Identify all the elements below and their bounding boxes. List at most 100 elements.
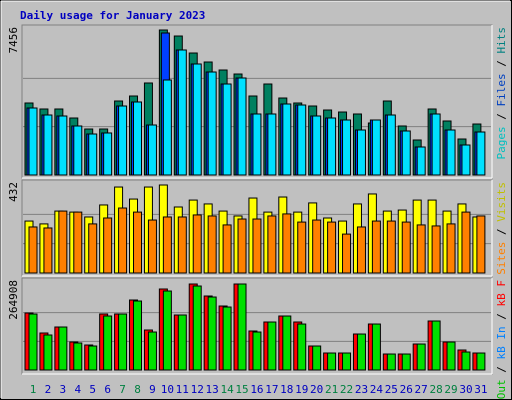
bar bbox=[28, 226, 38, 274]
bar bbox=[356, 333, 366, 371]
bar bbox=[133, 211, 143, 274]
x-tick-label: 14 bbox=[220, 383, 234, 396]
bar bbox=[371, 323, 381, 371]
legend-entry: Files bbox=[495, 73, 508, 106]
bar bbox=[252, 331, 262, 371]
bar bbox=[237, 283, 247, 371]
x-tick-label: 6 bbox=[104, 383, 111, 396]
bar bbox=[237, 218, 247, 274]
legend-entry: Sites bbox=[495, 242, 508, 275]
bar bbox=[88, 133, 98, 176]
legend-entry: Visits bbox=[495, 182, 508, 222]
x-tick-label: 26 bbox=[400, 383, 413, 396]
bar bbox=[327, 221, 337, 274]
bar bbox=[88, 223, 98, 274]
bar bbox=[461, 211, 471, 274]
bar bbox=[207, 215, 217, 274]
bar bbox=[342, 119, 352, 176]
bar bbox=[73, 342, 83, 371]
bar bbox=[58, 115, 68, 176]
bar bbox=[476, 352, 486, 371]
bar bbox=[371, 119, 381, 176]
bar bbox=[133, 101, 143, 176]
legend-entry: Hits bbox=[495, 27, 508, 54]
bar bbox=[342, 352, 352, 371]
bar bbox=[58, 210, 68, 274]
bar bbox=[103, 132, 113, 176]
bar bbox=[162, 79, 172, 176]
bar bbox=[147, 331, 157, 371]
bar bbox=[88, 345, 98, 371]
bar bbox=[222, 83, 232, 176]
x-tick-label: 11 bbox=[176, 383, 189, 396]
bar bbox=[461, 351, 471, 371]
x-tick-label: 3 bbox=[60, 383, 67, 396]
bar bbox=[401, 130, 411, 176]
bar bbox=[192, 63, 202, 176]
bar bbox=[192, 214, 202, 274]
bar bbox=[28, 107, 38, 176]
legend-entry: kB F bbox=[495, 280, 508, 307]
x-tick-label: 30 bbox=[459, 383, 472, 396]
bar bbox=[162, 216, 172, 274]
bar bbox=[327, 352, 337, 371]
chart-title: Daily usage for January 2023 bbox=[20, 9, 205, 22]
bar bbox=[58, 326, 68, 371]
bar bbox=[416, 146, 426, 176]
bar bbox=[252, 113, 262, 176]
bar bbox=[43, 114, 53, 176]
legend-sep: / bbox=[495, 307, 508, 327]
bar bbox=[133, 300, 143, 371]
x-tick-label: 29 bbox=[444, 383, 457, 396]
bar bbox=[282, 213, 292, 274]
bar bbox=[401, 221, 411, 274]
x-tick-label: 23 bbox=[355, 383, 368, 396]
bar bbox=[312, 345, 322, 371]
legend: kB Out / kB In / kB F bbox=[495, 280, 508, 400]
legend-sep: / bbox=[495, 360, 508, 380]
bar bbox=[73, 211, 83, 274]
bar bbox=[267, 321, 277, 371]
bar bbox=[416, 343, 426, 371]
legend-entry: kB Out bbox=[495, 379, 508, 400]
bar bbox=[103, 217, 113, 274]
legend: Pages / Files / Hits bbox=[495, 27, 508, 160]
x-tick-label: 9 bbox=[149, 383, 156, 396]
x-tick-label: 13 bbox=[206, 383, 219, 396]
x-tick-label: 8 bbox=[134, 383, 141, 396]
bar bbox=[222, 306, 232, 371]
x-tick-label: 7 bbox=[119, 383, 126, 396]
bar bbox=[312, 115, 322, 176]
x-tick-label: 20 bbox=[310, 383, 323, 396]
x-tick-label: 31 bbox=[474, 383, 487, 396]
bar bbox=[476, 131, 486, 176]
bar bbox=[73, 125, 83, 176]
bar bbox=[237, 77, 247, 176]
bar bbox=[297, 221, 307, 274]
bar bbox=[416, 224, 426, 274]
x-tick-label: 1 bbox=[30, 383, 37, 396]
bar bbox=[446, 129, 456, 176]
x-tick-label: 12 bbox=[191, 383, 204, 396]
bar bbox=[162, 290, 172, 371]
bar bbox=[342, 233, 352, 274]
x-tick-label: 5 bbox=[89, 383, 96, 396]
y-tick-label: 7456 bbox=[7, 27, 20, 54]
x-tick-label: 19 bbox=[295, 383, 308, 396]
bar bbox=[401, 353, 411, 371]
bar bbox=[297, 323, 307, 371]
x-tick-label: 10 bbox=[161, 383, 174, 396]
bar bbox=[282, 103, 292, 176]
bar bbox=[207, 296, 217, 371]
x-tick-label: 25 bbox=[385, 383, 398, 396]
bar bbox=[386, 220, 396, 274]
bar bbox=[282, 315, 292, 371]
bar bbox=[356, 129, 366, 176]
legend-sep: / bbox=[495, 54, 508, 74]
bar bbox=[43, 334, 53, 371]
x-tick-label: 28 bbox=[429, 383, 442, 396]
x-tick-label: 18 bbox=[280, 383, 293, 396]
bar bbox=[461, 144, 471, 176]
x-tick-label: 27 bbox=[415, 383, 428, 396]
